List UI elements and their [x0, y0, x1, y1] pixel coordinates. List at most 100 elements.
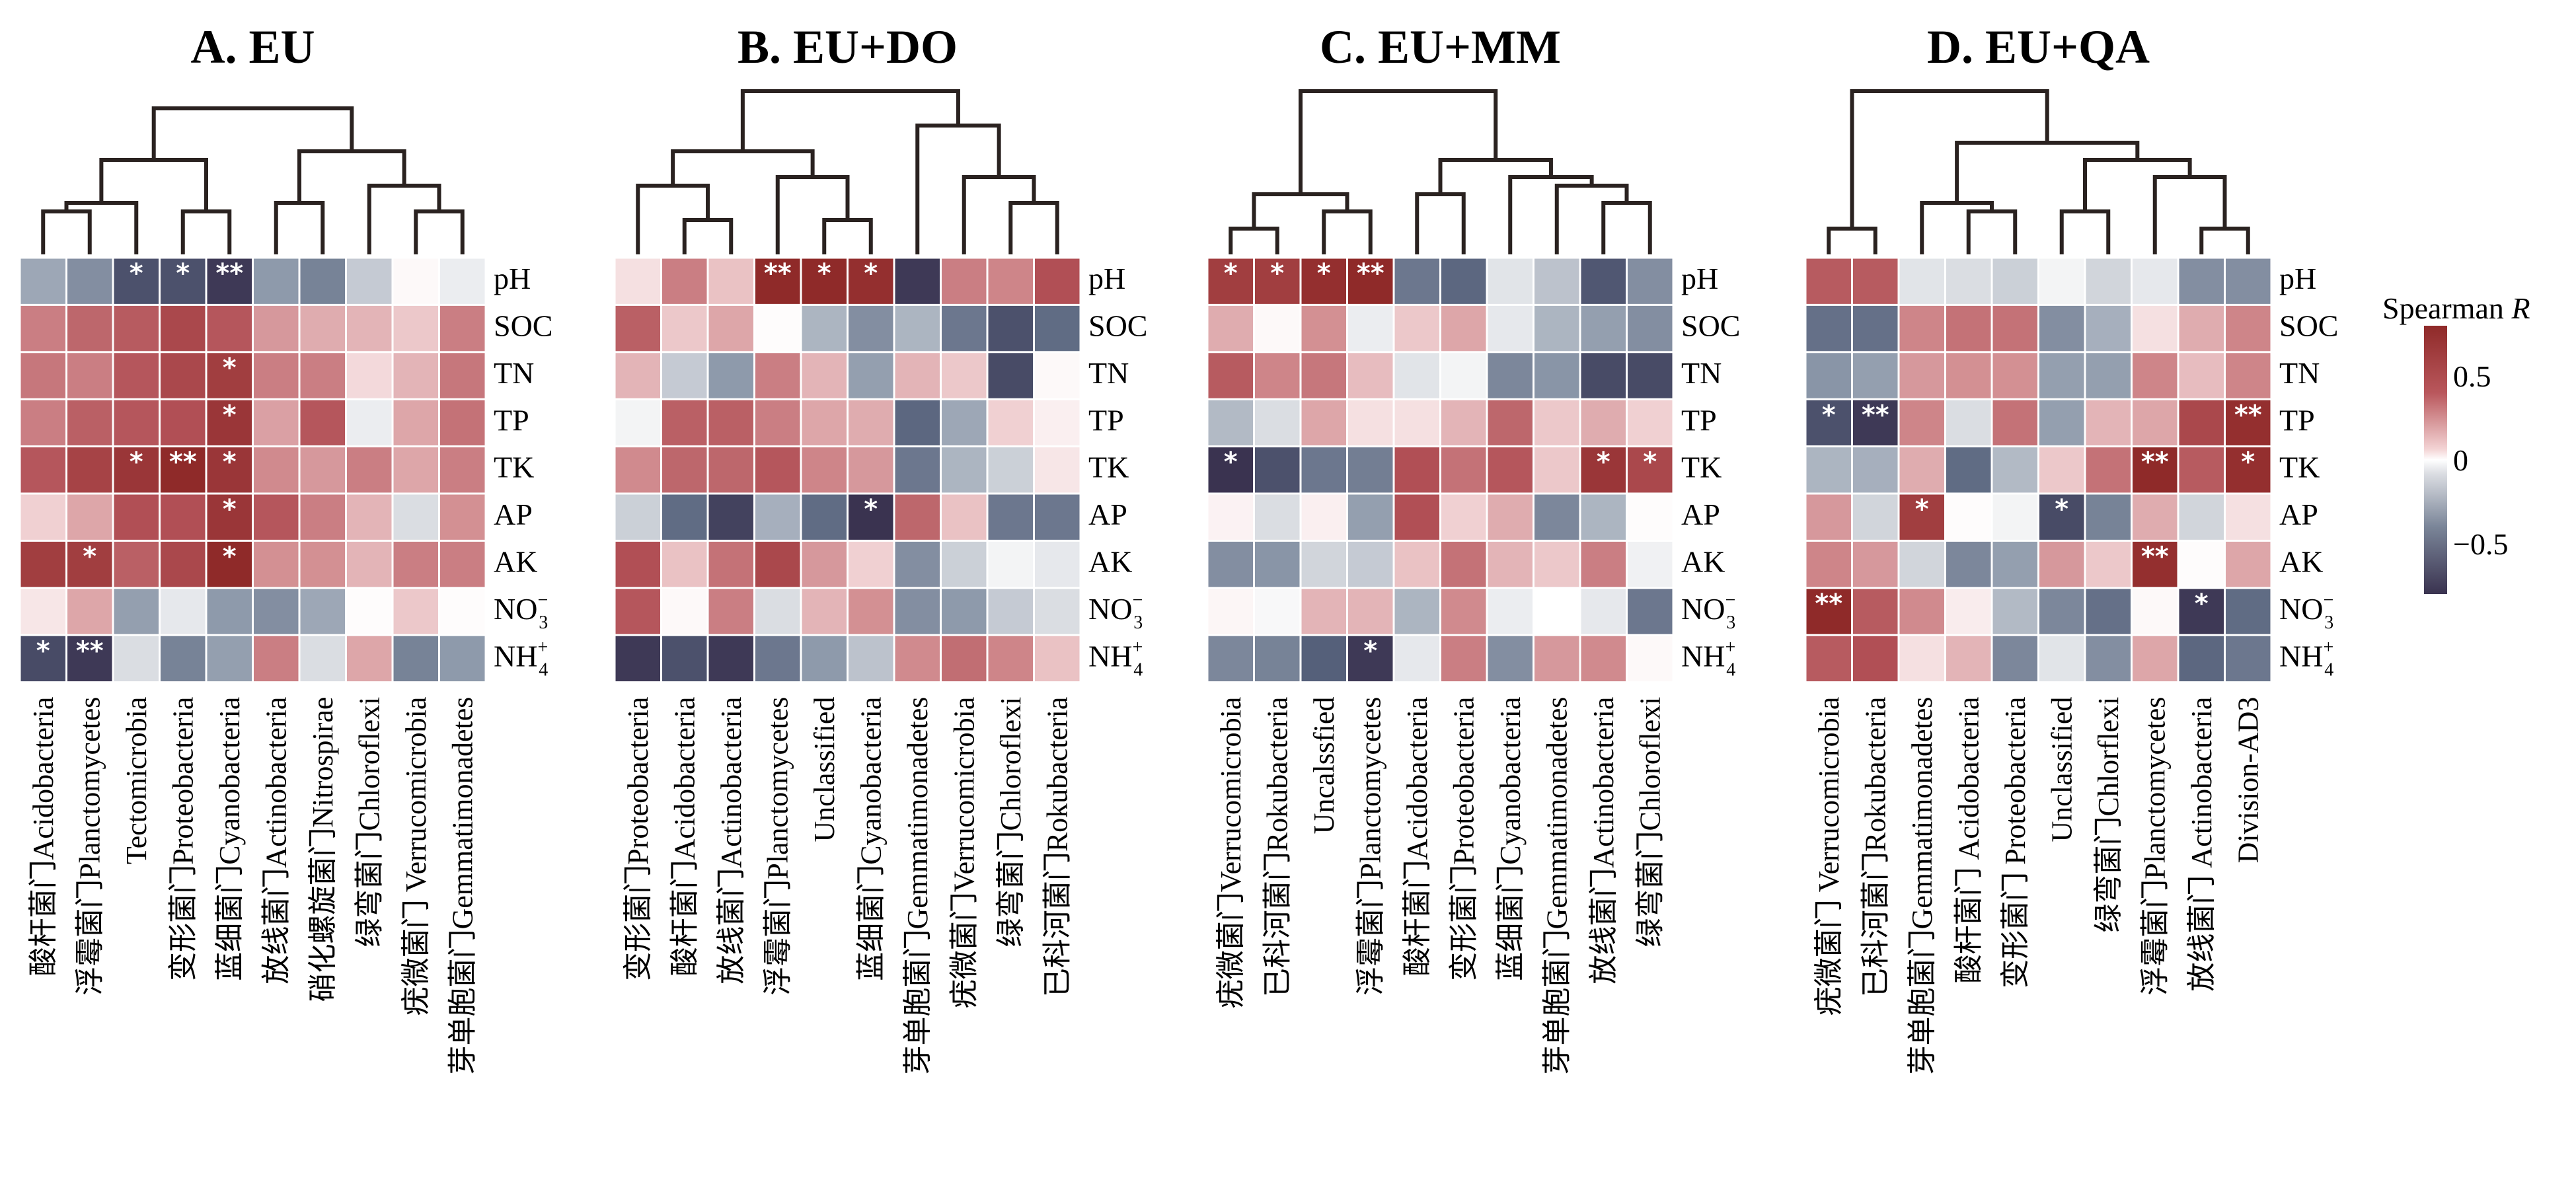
row-label: AK: [2279, 545, 2323, 579]
heatmap-cell: [207, 541, 252, 587]
heatmap-cell: [1946, 258, 1991, 304]
dendrogram: [636, 89, 1059, 254]
heatmap-cell: [615, 589, 660, 634]
row-label: TK: [1088, 451, 1129, 484]
column-label: 芽单胞菌门Gemmatimonadetes: [1906, 697, 1938, 1075]
heatmap-cell: [1441, 447, 1486, 493]
heatmap-cell: [1534, 447, 1579, 493]
heatmap-cell: [1853, 447, 1898, 493]
dendrogram-link: [1827, 227, 1877, 254]
dendrogram-link: [1850, 89, 2049, 229]
heatmap-cell: [1301, 258, 1346, 304]
dendrogram-link: [1554, 184, 1629, 254]
heatmap-cell: [67, 589, 112, 634]
row-label: TN: [494, 356, 534, 390]
heatmap-cell: [347, 400, 392, 446]
significance-mark: *: [864, 494, 878, 525]
heatmap-cell: [2133, 541, 2178, 587]
heatmap-cell: [1899, 258, 1944, 304]
heatmap-cell: [662, 400, 707, 446]
column-label: Tectomicrobia: [120, 697, 153, 864]
significance-mark: *: [1317, 258, 1331, 289]
heatmap-cell: [207, 353, 252, 398]
heatmap-cell: [1899, 353, 1944, 398]
heatmap-cell: [347, 258, 392, 304]
colorbar-legend: Spearman R 0.5 0 −0.5: [2382, 291, 2530, 594]
dendrogram-link: [1299, 89, 1498, 194]
heatmap-cell: [1534, 636, 1579, 682]
dendrogram-link: [671, 149, 815, 186]
heatmap-cell: [802, 636, 847, 682]
row-labels: pH SOC TN TP TK AP AK NO− 3NH+ 4: [2279, 262, 2338, 680]
heatmap-cell: [1301, 494, 1346, 540]
heatmap-cell: [254, 353, 299, 398]
significance-mark: *: [223, 353, 237, 383]
colorbar-tick-label: 0.5: [2453, 359, 2491, 393]
heatmap-cell: [708, 353, 753, 398]
heatmap-cell: [440, 353, 485, 398]
dendrogram-link: [297, 149, 406, 203]
heatmap-cell: [1394, 305, 1439, 352]
panel-title: C. EU+MM: [1320, 20, 1561, 73]
heatmap-cell: [207, 494, 252, 540]
significance-mark: *: [176, 258, 190, 289]
heatmap-cell: [2039, 447, 2084, 493]
heatmap-cell: [802, 541, 847, 587]
row-label: NH+ 4: [1088, 637, 1143, 680]
heatmap-cell: [1806, 589, 1851, 634]
column-label: 浮霉菌门Planctomycetes: [1355, 697, 1387, 996]
heatmap-cell: [1992, 636, 2037, 682]
row-label: AK: [1088, 545, 1132, 579]
heatmap-cell: [1441, 400, 1486, 446]
heatmap-cells: * ** **** ** ***** *: [1806, 258, 2271, 682]
dendrogram-link: [2059, 209, 2111, 254]
heatmap-cell: [393, 494, 438, 540]
colorbar-gradient: [2424, 326, 2447, 594]
heatmap-cell: [1581, 400, 1626, 446]
dendrogram-link: [822, 218, 873, 254]
heatmap-cell: [1992, 353, 2037, 398]
heatmap-cell: [895, 353, 940, 398]
heatmap-cell: [440, 305, 485, 352]
heatmap-cell: [2179, 494, 2224, 540]
heatmap-cell: [1348, 541, 1393, 587]
column-label: 变形菌门Proteobacteria: [167, 697, 200, 981]
heatmap-cell: [1255, 305, 1300, 352]
heatmap-cell: [2039, 305, 2084, 352]
heatmap-cell: [347, 353, 392, 398]
heatmap-cell: [114, 447, 159, 493]
heatmap-cell: [1255, 400, 1300, 446]
heatmap-cell: [20, 589, 65, 634]
heatmap-cell: [67, 305, 112, 352]
column-label: 已科河菌门Rokubacteria: [1262, 697, 1294, 998]
heatmap-cell: [1255, 541, 1300, 587]
heatmap-cell: [393, 258, 438, 304]
heatmap-cell: [1534, 353, 1579, 398]
heatmap-cell: [1394, 494, 1439, 540]
heatmap-cell: [254, 636, 299, 682]
heatmap-cell: [2086, 541, 2131, 587]
heatmap-cell: [1488, 636, 1533, 682]
heatmap-cell: [2226, 353, 2271, 398]
dendrogram: [41, 106, 465, 254]
heatmap-cell: [1208, 353, 1253, 398]
heatmap-cell: [2226, 589, 2271, 634]
dendrogram-link: [775, 175, 850, 254]
row-label: TK: [1681, 451, 1722, 484]
heatmap-cell: [114, 258, 159, 304]
heatmap-cell: [1441, 541, 1486, 587]
row-label: TP: [1088, 403, 1124, 437]
heatmap-cell: [1946, 400, 1991, 446]
heatmap-cell: [662, 353, 707, 398]
heatmap-cell: [708, 541, 753, 587]
heatmap-cell: [849, 353, 893, 398]
dendrogram: [1827, 89, 2250, 254]
significance-mark: *: [864, 258, 878, 289]
heatmap-cell: [895, 305, 940, 352]
heatmap-cell: [1628, 400, 1673, 446]
column-label: 放线菌门Actinobacteria: [260, 697, 293, 984]
heatmap-cell: [1628, 636, 1673, 682]
heatmap-cell: [1255, 447, 1300, 493]
heatmap-cell: [1348, 636, 1393, 682]
